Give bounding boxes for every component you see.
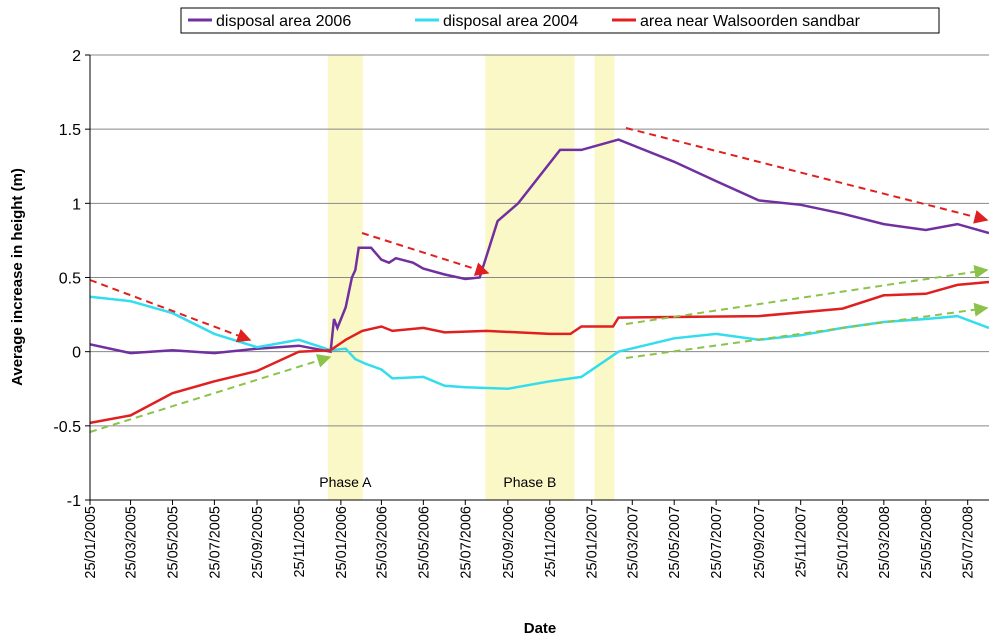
x-tick-label: 25/05/2007 (667, 506, 683, 579)
y-tick-label: 1.5 (59, 122, 81, 139)
x-tick-label: 25/01/2005 (83, 506, 99, 579)
trend-arrow (625, 302, 989, 359)
x-tick-label: 25/11/2007 (794, 506, 810, 578)
trend-arrow (89, 279, 252, 343)
x-tick-label: 25/05/2006 (416, 506, 432, 579)
x-tick-label: 25/03/2007 (625, 506, 641, 579)
x-tick-label: 25/01/2007 (585, 506, 601, 579)
legend-label: area near Walsoorden sandbar (640, 13, 861, 30)
x-tick-label: 25/11/2005 (292, 506, 308, 578)
x-tick-label: 25/09/2006 (501, 506, 517, 579)
y-tick-label: 0.5 (59, 271, 81, 288)
trend-arrow (625, 264, 989, 325)
x-axis-label: Date (524, 620, 557, 637)
x-tick-label: 25/05/2008 (919, 506, 935, 579)
x-tick-label: 25/03/2008 (877, 506, 893, 579)
y-tick-label: 0 (72, 345, 81, 362)
trend-arrow (361, 232, 490, 276)
x-tick-label: 25/09/2007 (752, 506, 768, 579)
y-tick-label: 1 (72, 196, 81, 213)
x-tick-label: 25/03/2005 (124, 506, 140, 579)
y-tick-label: -0.5 (53, 419, 81, 436)
y-axis-label: Average increase in height (m) (9, 168, 26, 386)
x-tick-label: 25/07/2005 (207, 506, 223, 579)
y-tick-label: 2 (72, 48, 81, 65)
trend-arrows (89, 127, 989, 433)
x-tick-label: 25/03/2006 (374, 506, 390, 579)
x-tick-label: 25/05/2005 (165, 506, 181, 579)
legend-label: disposal area 2004 (443, 13, 578, 30)
x-tick-label: 25/07/2006 (458, 506, 474, 579)
series-line (89, 280, 989, 425)
x-tick-label: 25/01/2008 (836, 506, 852, 579)
x-tick-label: 25/01/2006 (334, 506, 350, 579)
trend-arrow (625, 127, 989, 224)
x-tick-label: 25/07/2007 (709, 506, 725, 579)
x-tick-label: 25/11/2006 (543, 506, 559, 578)
phase-label: Phase B (503, 474, 556, 490)
x-tick-label: 25/07/2008 (961, 506, 977, 579)
phase-label: Phase A (319, 474, 372, 490)
trend-arrow (89, 354, 332, 433)
y-tick-label: -1 (67, 493, 81, 510)
x-tick-label: 25/09/2005 (250, 506, 266, 579)
legend-label: disposal area 2006 (216, 13, 351, 30)
legend-box (180, 7, 940, 34)
